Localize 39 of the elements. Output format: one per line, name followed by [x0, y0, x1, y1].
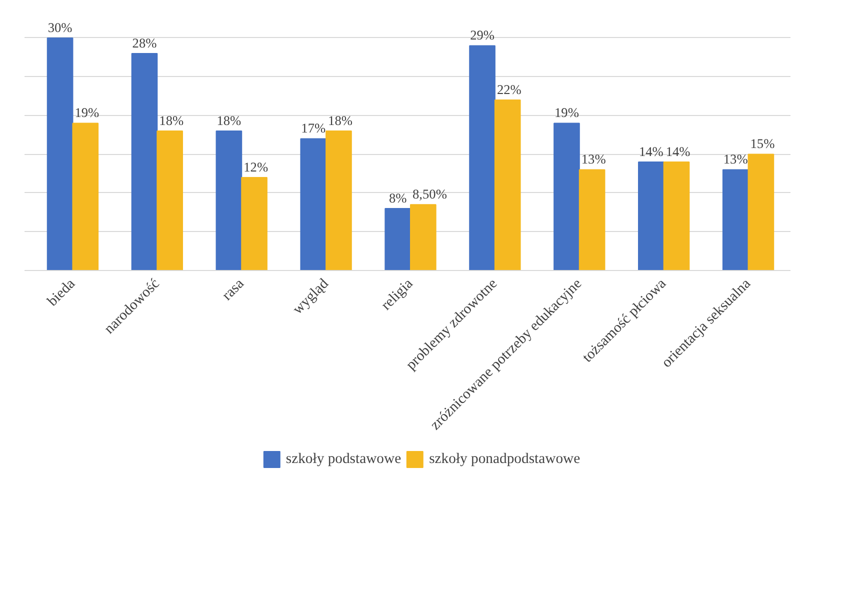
data-label: 13% — [581, 152, 606, 167]
bar — [300, 138, 327, 270]
data-label: 15% — [750, 136, 775, 152]
bar — [46, 37, 74, 270]
bar — [469, 45, 496, 270]
bar — [494, 99, 521, 270]
bar — [216, 130, 242, 270]
legend-label: szkoły ponadpodstawowe — [429, 450, 580, 468]
bar — [578, 169, 606, 270]
bar — [638, 161, 664, 270]
x-tick-label: rasa — [219, 275, 248, 304]
bar — [72, 122, 99, 270]
data-label: 18% — [159, 112, 184, 128]
data-label: 8,50% — [412, 186, 447, 202]
legend-label: szkoły podstawowe — [286, 450, 402, 468]
data-label: 17% — [301, 120, 326, 136]
data-label: 19% — [74, 105, 100, 120]
bar — [554, 122, 580, 270]
data-label: 28% — [132, 35, 157, 50]
bar — [241, 176, 268, 270]
data-label: 14% — [666, 144, 690, 159]
data-label: 18% — [328, 112, 352, 128]
data-label: 13% — [723, 152, 748, 167]
data-label: 22% — [496, 82, 522, 97]
bar — [748, 154, 774, 270]
data-label: 29% — [470, 28, 494, 43]
data-label: 30% — [48, 20, 72, 35]
bar — [410, 204, 436, 270]
bar — [384, 208, 411, 270]
bar — [131, 52, 158, 270]
data-label: 14% — [638, 144, 664, 159]
bar — [156, 130, 183, 270]
bar — [663, 161, 690, 270]
bar — [722, 169, 749, 270]
bar — [326, 130, 352, 270]
data-label: 18% — [216, 112, 242, 128]
data-label: 8% — [388, 190, 407, 206]
data-label: 19% — [554, 105, 579, 120]
data-label: 12% — [244, 159, 268, 174]
